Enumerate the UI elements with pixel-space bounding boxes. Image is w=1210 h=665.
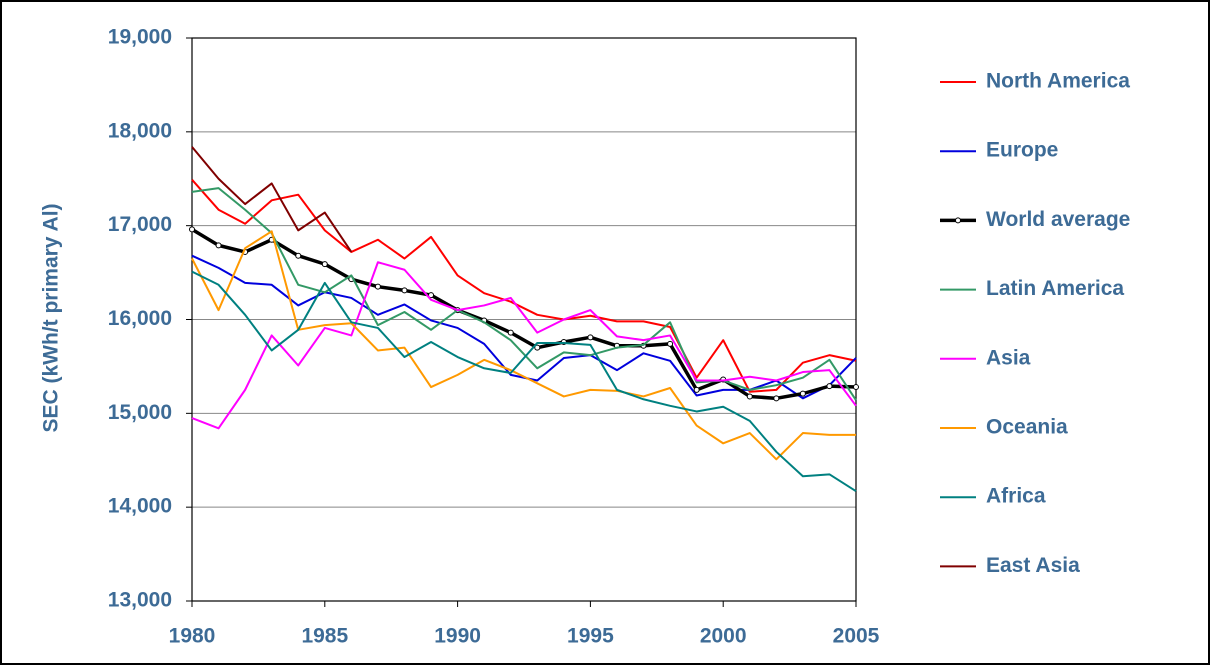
x-tick-label: 1980 xyxy=(169,625,216,648)
point-marker xyxy=(295,252,302,259)
x-tick-label: 2000 xyxy=(700,625,747,648)
y-tick-label: 14,000 xyxy=(108,495,172,518)
point-marker xyxy=(587,334,594,341)
point-marker xyxy=(215,242,222,249)
y-tick-label: 13,000 xyxy=(108,589,172,612)
legend-label: North America xyxy=(986,70,1130,93)
series-line xyxy=(191,227,857,401)
y-tick-label: 19,000 xyxy=(108,26,172,49)
point-marker xyxy=(826,383,833,390)
y-tick-label: 17,000 xyxy=(108,213,172,236)
y-tick-label: 15,000 xyxy=(108,401,172,424)
legend-label: Latin America xyxy=(986,277,1124,300)
point-marker xyxy=(428,292,435,299)
series-line xyxy=(191,230,856,461)
x-tick-label: 2005 xyxy=(833,625,880,648)
point-marker xyxy=(534,344,541,351)
legend-label: Africa xyxy=(986,485,1046,508)
plot-border xyxy=(191,37,857,602)
series-line xyxy=(191,179,857,393)
x-tick-label: 1995 xyxy=(567,625,614,648)
series-line xyxy=(191,270,857,493)
point-marker xyxy=(746,393,753,400)
y-tick-label: 16,000 xyxy=(108,307,172,330)
x-tick-label: 1985 xyxy=(301,625,348,648)
series-line xyxy=(191,187,857,401)
point-marker xyxy=(667,340,674,347)
point-marker xyxy=(321,261,328,268)
legend-label: Europe xyxy=(986,139,1058,162)
point-marker xyxy=(189,226,195,233)
legend-marker xyxy=(955,217,961,224)
y-tick-label: 18,000 xyxy=(108,119,172,142)
point-marker xyxy=(401,287,408,294)
point-marker xyxy=(799,390,806,397)
series-line xyxy=(191,261,857,430)
series-line xyxy=(191,146,353,253)
legend-label: World average xyxy=(986,208,1130,231)
point-marker xyxy=(693,386,700,393)
y-axis-label: SEC (kWh/t primary Al) xyxy=(40,203,63,432)
x-tick-label: 1990 xyxy=(434,625,481,648)
point-marker xyxy=(773,395,780,402)
point-marker xyxy=(374,283,381,290)
point-marker xyxy=(853,384,859,391)
legend-label: East Asia xyxy=(986,554,1080,577)
point-marker xyxy=(507,329,514,336)
legend-label: Asia xyxy=(986,346,1031,369)
legend-label: Oceania xyxy=(986,416,1068,439)
